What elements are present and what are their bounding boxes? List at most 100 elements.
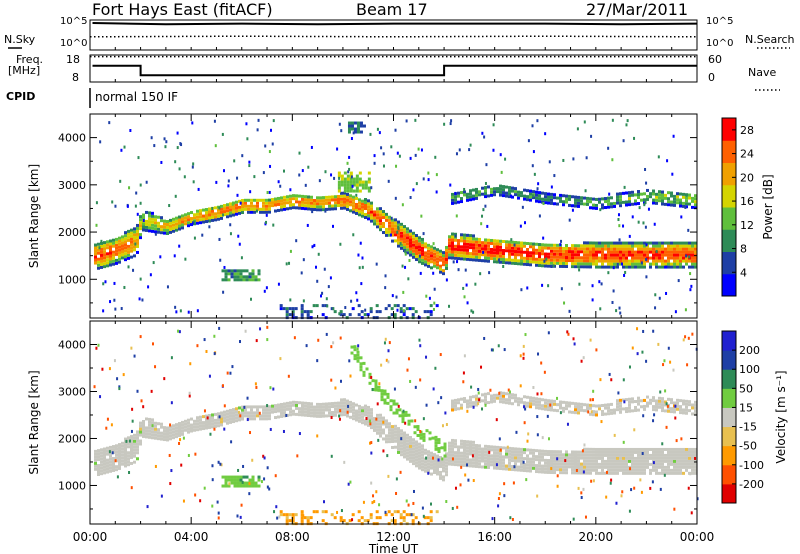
velocity-cell bbox=[409, 444, 412, 448]
power-cell bbox=[430, 266, 433, 270]
velocity-cell bbox=[502, 400, 505, 404]
power-cell bbox=[646, 188, 649, 192]
power-cell bbox=[265, 220, 268, 224]
velocity-cell bbox=[250, 414, 253, 418]
power-cell bbox=[553, 174, 556, 178]
power-cell bbox=[127, 253, 130, 257]
power-cell bbox=[245, 275, 249, 279]
power-cell bbox=[496, 254, 499, 258]
velocity-cell bbox=[522, 356, 525, 360]
power-cell bbox=[127, 232, 130, 236]
power-cell bbox=[295, 200, 298, 204]
power-cell bbox=[422, 177, 425, 181]
velocity-cell bbox=[356, 356, 360, 360]
power-cell bbox=[625, 265, 628, 269]
power-cell bbox=[274, 200, 277, 204]
power-cell bbox=[592, 247, 595, 251]
velocity-cell bbox=[445, 467, 448, 471]
power-cell bbox=[370, 219, 373, 223]
velocity-cell bbox=[343, 460, 346, 464]
power-cell bbox=[337, 197, 340, 201]
velocity-cell bbox=[550, 465, 553, 469]
power-cell bbox=[304, 201, 307, 205]
velocity-cell bbox=[433, 459, 436, 463]
power-cell bbox=[676, 244, 679, 248]
velocity-cell bbox=[139, 424, 142, 428]
power-cell bbox=[339, 310, 343, 314]
velocity-cell bbox=[595, 447, 598, 451]
velocity-cell bbox=[448, 447, 451, 451]
power-cell bbox=[301, 203, 304, 207]
power-cell bbox=[168, 204, 171, 208]
power-cell bbox=[508, 246, 511, 250]
velocity-cell bbox=[487, 445, 490, 449]
velocity-cell bbox=[631, 456, 634, 460]
power-cell bbox=[248, 278, 252, 282]
velocity-cell bbox=[211, 422, 214, 426]
power-cell bbox=[108, 121, 111, 125]
velocity-cell bbox=[475, 452, 478, 456]
power-cell bbox=[468, 148, 471, 152]
power-cell bbox=[682, 241, 685, 245]
velocity-cell bbox=[520, 468, 523, 472]
power-cell bbox=[472, 197, 475, 201]
power-cell bbox=[226, 203, 229, 207]
power-cell bbox=[193, 236, 196, 240]
power-cell bbox=[355, 177, 359, 181]
power-cell bbox=[568, 197, 571, 201]
power-cell bbox=[421, 261, 424, 265]
power-cell bbox=[691, 253, 694, 257]
velocity-cell bbox=[362, 361, 366, 365]
velocity-cell bbox=[370, 420, 373, 424]
power-cell bbox=[611, 300, 614, 304]
velocity-cell bbox=[667, 465, 670, 469]
power-cell bbox=[137, 156, 140, 160]
velocity-cell bbox=[292, 409, 295, 413]
velocity-cell bbox=[325, 414, 328, 418]
velocity-cell bbox=[386, 395, 390, 399]
power-cell bbox=[694, 253, 697, 257]
power-cell bbox=[580, 262, 583, 266]
velocity-cell bbox=[288, 519, 292, 523]
power-cell bbox=[520, 256, 523, 260]
velocity-cell bbox=[550, 462, 553, 466]
power-cell bbox=[600, 282, 603, 286]
velocity-cell bbox=[497, 504, 500, 508]
power-cell bbox=[342, 313, 346, 317]
velocity-cell bbox=[610, 462, 613, 466]
velocity-cell bbox=[625, 447, 628, 451]
power-colorbar-swatch bbox=[722, 118, 736, 141]
velocity-cell bbox=[157, 422, 160, 426]
power-cell bbox=[199, 221, 202, 225]
velocity-cell bbox=[589, 459, 592, 463]
power-cell bbox=[384, 307, 388, 311]
velocity-cell bbox=[645, 359, 648, 363]
velocity-cell bbox=[526, 395, 529, 399]
power-cell bbox=[346, 204, 349, 208]
power-cell bbox=[478, 252, 481, 256]
power-cell bbox=[679, 201, 682, 205]
velocity-cell bbox=[121, 441, 124, 445]
velocity-cell bbox=[661, 456, 664, 460]
velocity-cell bbox=[454, 451, 457, 455]
power-cell bbox=[565, 265, 568, 269]
velocity-cell bbox=[661, 459, 664, 463]
power-cell bbox=[222, 213, 225, 217]
velocity-cell bbox=[631, 465, 634, 469]
power-cell bbox=[121, 235, 124, 239]
power-cell bbox=[163, 225, 166, 229]
velocity-cell bbox=[586, 462, 589, 466]
velocity-cell bbox=[615, 501, 618, 505]
velocity-cell bbox=[221, 475, 225, 479]
velocity-cell bbox=[217, 412, 220, 416]
power-cell bbox=[454, 238, 457, 242]
power-cell bbox=[174, 305, 177, 309]
velocity-cell bbox=[235, 416, 238, 420]
velocity-cell bbox=[589, 462, 592, 466]
velocity-cell bbox=[139, 430, 142, 434]
velocity-cell bbox=[397, 447, 400, 451]
velocity-cell bbox=[407, 503, 410, 507]
velocity-cell bbox=[628, 397, 631, 401]
power-cell bbox=[544, 195, 547, 199]
velocity-cell bbox=[547, 470, 550, 474]
